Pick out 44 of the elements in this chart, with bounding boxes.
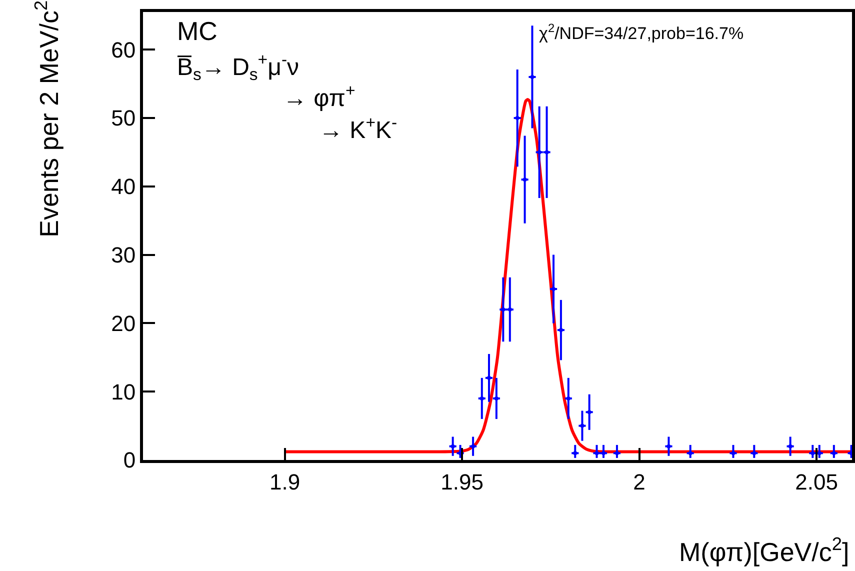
point: [580, 424, 584, 428]
annotation: MC: [177, 16, 218, 46]
y-tick-label: 10: [111, 379, 136, 404]
y-tick-label: 30: [111, 242, 136, 268]
point: [810, 451, 815, 456]
point: [450, 444, 455, 448]
point: [544, 150, 549, 154]
x-tick-label: 1.95: [440, 469, 484, 494]
point: [731, 451, 736, 456]
point: [537, 150, 542, 154]
x-tick-label: 2.05: [795, 469, 838, 494]
annotation: χ$^{2}$/NDF=34/27,prob=16.7%: [539, 21, 744, 44]
point: [558, 328, 563, 332]
point: [817, 451, 822, 456]
point: [602, 451, 606, 456]
point: [566, 396, 570, 400]
point: [515, 116, 520, 120]
y-tick-label: 60: [111, 37, 136, 62]
x-tick-label: 1.9: [270, 469, 300, 494]
point: [594, 451, 599, 456]
y-tick-label: 40: [111, 174, 136, 200]
point: [471, 444, 476, 448]
point: [832, 451, 836, 456]
y-tick-label: 20: [111, 310, 136, 336]
point: [530, 74, 534, 79]
point: [788, 444, 792, 448]
point: [666, 444, 671, 448]
point: [752, 451, 756, 456]
point: [480, 396, 484, 400]
y-tick-label: 50: [111, 106, 136, 131]
y-tick-label: 0: [123, 448, 136, 473]
x-tick-label: 2: [633, 469, 646, 494]
point: [587, 410, 592, 414]
x-axis-title: M(φπ)[GeV/c$^{2}$]: [679, 534, 850, 567]
point: [522, 178, 527, 182]
point: [614, 451, 619, 456]
point: [552, 287, 556, 292]
annotation: → K$^{+}$K$^{-}$: [319, 113, 398, 144]
point: [501, 308, 506, 312]
point: [486, 376, 491, 380]
point: [494, 396, 498, 400]
point: [573, 451, 578, 456]
point: [688, 451, 692, 456]
point: [508, 308, 512, 312]
